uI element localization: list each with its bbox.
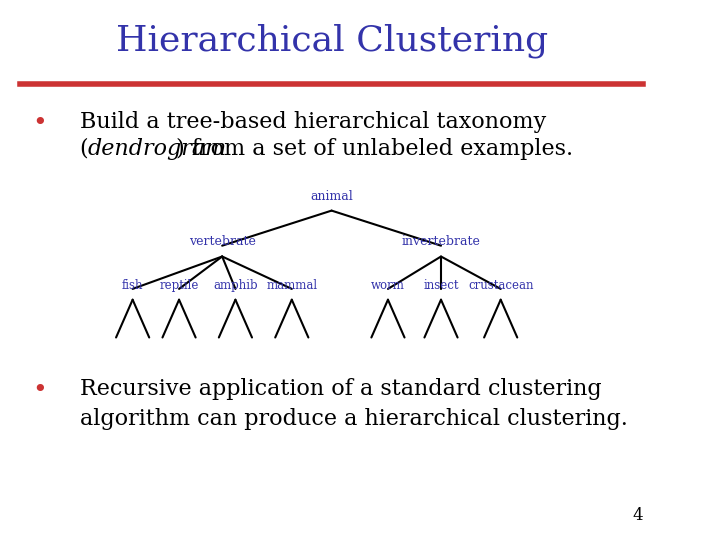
Text: dendrogram: dendrogram xyxy=(88,138,227,160)
Text: Build a tree-based hierarchical taxonomy: Build a tree-based hierarchical taxonomy xyxy=(80,111,546,133)
Text: 4: 4 xyxy=(633,507,643,524)
Text: •: • xyxy=(32,111,48,134)
Text: reptile: reptile xyxy=(159,279,199,292)
Text: vertebrate: vertebrate xyxy=(189,235,256,248)
Text: fish: fish xyxy=(122,279,143,292)
Text: (: ( xyxy=(80,138,89,160)
Text: ) from a set of unlabeled examples.: ) from a set of unlabeled examples. xyxy=(176,138,573,160)
Text: mammal: mammal xyxy=(266,279,318,292)
Text: animal: animal xyxy=(310,190,353,202)
Text: invertebrate: invertebrate xyxy=(402,235,480,248)
Text: Hierarchical Clustering: Hierarchical Clustering xyxy=(115,23,548,58)
Text: algorithm can produce a hierarchical clustering.: algorithm can produce a hierarchical clu… xyxy=(80,408,627,430)
Text: crustacean: crustacean xyxy=(468,279,534,292)
Text: insect: insect xyxy=(423,279,459,292)
Text: amphib: amphib xyxy=(213,279,258,292)
Text: •: • xyxy=(32,378,48,402)
Text: Recursive application of a standard clustering: Recursive application of a standard clus… xyxy=(80,378,601,400)
Text: worm: worm xyxy=(371,279,405,292)
